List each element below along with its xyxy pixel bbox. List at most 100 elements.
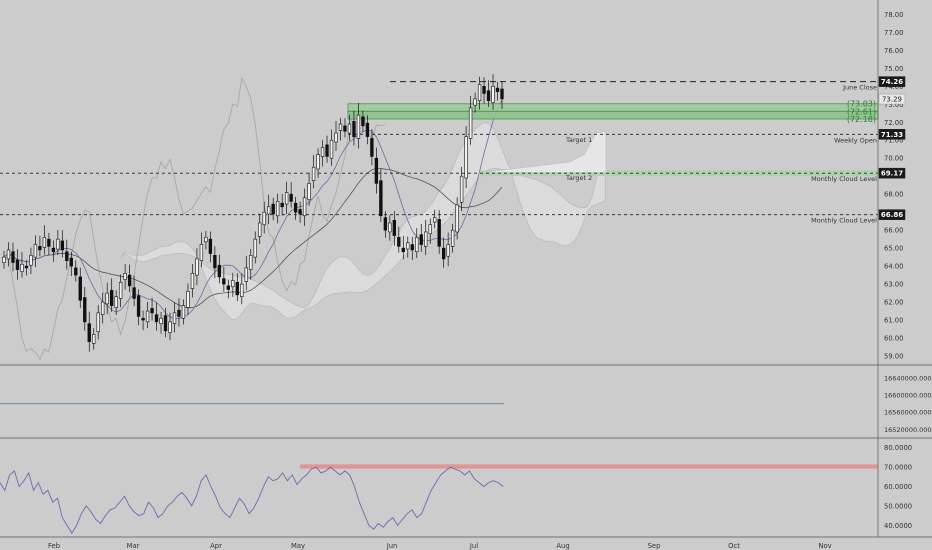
price-tick-label: 71.00	[884, 137, 903, 145]
price-tick-label: 61.00	[884, 317, 903, 325]
candle	[302, 197, 307, 217]
conversion-line	[3, 99, 503, 319]
month-tick-label: Sep	[648, 542, 661, 550]
price-label-box	[878, 167, 906, 179]
rsi-tick-label: 80.0000	[884, 444, 912, 452]
candle	[51, 247, 56, 253]
zone-label: (73.03)	[847, 100, 876, 109]
price-tick-label: 78.00	[884, 11, 903, 19]
candle	[11, 251, 15, 263]
price-tick-label: 76.00	[884, 47, 903, 55]
candle	[24, 265, 29, 269]
candle	[33, 244, 38, 258]
candle	[195, 258, 199, 276]
candle	[397, 237, 401, 247]
candle	[338, 123, 343, 131]
price-tick-label: 72.00	[884, 119, 903, 127]
candle	[379, 180, 383, 217]
supply-zone-upper	[347, 103, 879, 112]
candle	[325, 144, 329, 157]
candle	[388, 222, 392, 233]
candle	[267, 206, 271, 215]
candle	[2, 256, 6, 263]
price-tick-label: 68.00	[884, 191, 903, 199]
candle	[136, 295, 141, 317]
candle	[231, 280, 235, 288]
candle	[374, 157, 379, 184]
price-tick-label: 73.00	[884, 101, 903, 109]
candle	[415, 237, 419, 253]
candle	[428, 224, 432, 235]
month-tick-label: Jun	[386, 542, 398, 550]
candle	[42, 237, 47, 248]
level-label: Monthly Cloud Level	[811, 217, 877, 225]
month-tick-label: Apr	[210, 542, 222, 550]
candle	[482, 86, 486, 94]
candle	[343, 125, 347, 132]
candle	[258, 222, 262, 237]
candle	[486, 90, 491, 101]
candle	[298, 209, 302, 215]
candle	[244, 267, 248, 282]
candle	[190, 273, 195, 289]
candle	[69, 257, 73, 267]
target-label: Target 1	[565, 136, 592, 144]
candle	[433, 217, 437, 223]
candle	[29, 255, 33, 266]
rsi-tick-label: 60.0000	[884, 483, 912, 491]
candle	[406, 242, 410, 250]
rsi-tick-label: 70.0000	[884, 464, 912, 472]
price-label-box	[878, 129, 906, 140]
level-label: June Close	[842, 84, 877, 92]
candle	[15, 259, 20, 271]
candle	[491, 86, 495, 103]
candle	[240, 283, 244, 297]
candle	[114, 296, 118, 308]
candle	[289, 193, 293, 202]
candle	[217, 264, 222, 278]
rsi-line	[0, 466, 504, 534]
candle	[222, 278, 226, 285]
candle	[159, 317, 163, 324]
candle	[105, 292, 109, 305]
volume-tick-label: 16600000.0000	[884, 392, 932, 400]
time-axis[interactable]: Feb Mar Apr May Jun Jul Aug Sep Oct Nov	[48, 542, 832, 550]
zone-label: (72.61)	[847, 107, 876, 116]
candle	[150, 308, 154, 314]
price-tick-label: 64.00	[884, 263, 903, 271]
level-label: Weekly Open	[834, 136, 877, 144]
candle	[145, 310, 150, 323]
candle	[410, 244, 414, 251]
candle	[419, 234, 423, 245]
candle	[262, 211, 266, 226]
candle	[172, 312, 177, 324]
candle	[65, 251, 69, 262]
candle	[123, 273, 127, 280]
candle	[38, 246, 42, 251]
candle	[253, 238, 257, 258]
price-axis[interactable]: 59.00 60.00 61.00 62.00 63.00 64.00 65.00 66.00…	[877, 0, 932, 537]
lagging-span-line	[3, 76, 386, 361]
rsi-tick-label: 50.0000	[884, 502, 912, 510]
candle	[464, 136, 468, 179]
candle	[446, 244, 450, 257]
candle	[56, 238, 60, 250]
price-tick-label: 75.00	[884, 65, 903, 73]
candle	[455, 204, 459, 233]
candle	[311, 166, 316, 182]
price-label-box	[878, 76, 906, 87]
price-label-text: 69.17	[881, 170, 903, 178]
price-label-text: 74.26	[881, 78, 903, 86]
rsi-tick-label: 40.0000	[884, 522, 912, 530]
candle	[383, 217, 388, 231]
candle	[365, 122, 370, 137]
candle	[78, 276, 82, 301]
price-tick-label: 59.00	[884, 353, 903, 361]
volume-tick-label: 16640000.0000	[884, 374, 932, 382]
month-tick-label: Nov	[818, 542, 831, 550]
candle	[181, 305, 186, 319]
candle	[20, 264, 24, 272]
price-label-box	[878, 93, 906, 105]
